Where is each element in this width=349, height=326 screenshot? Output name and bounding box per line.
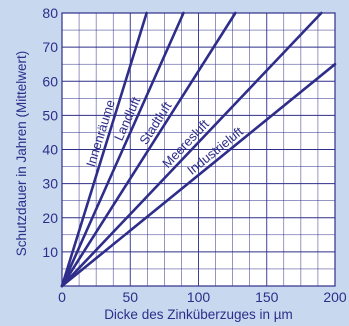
x-tick-label: 0: [58, 289, 66, 305]
x-tick-label: 100: [187, 289, 211, 305]
series-line: [60, 11, 237, 288]
y-tick-label: 30: [42, 176, 58, 192]
y-tick-label: 40: [42, 142, 58, 158]
series-line: [60, 11, 323, 288]
y-tick-label: 60: [42, 73, 58, 89]
y-tick-label: 70: [42, 39, 58, 55]
grid: [61, 12, 336, 287]
y-tick-label: 20: [42, 210, 58, 226]
y-tick-label: 80: [42, 5, 58, 21]
series-line: [60, 11, 185, 288]
series-lines: [60, 11, 337, 288]
x-axis-title: Dicke des Zinküberzuges in µm: [104, 307, 293, 322]
y-axis-title: Schutzdauer in Jahren (Mittelwert): [14, 51, 29, 257]
y-tick-label: 50: [42, 107, 58, 123]
x-tick-label: 50: [122, 289, 138, 305]
x-tick-label: 150: [255, 289, 279, 305]
series-line: [60, 11, 148, 288]
series-line: [60, 62, 337, 288]
tick-labels: 0 50 100 150 200 10 20 30 40 50 60 70 80: [42, 5, 346, 305]
y-tick-label: 10: [42, 244, 58, 260]
plot-frame: [61, 12, 336, 287]
x-tick-label: 200: [323, 289, 347, 305]
